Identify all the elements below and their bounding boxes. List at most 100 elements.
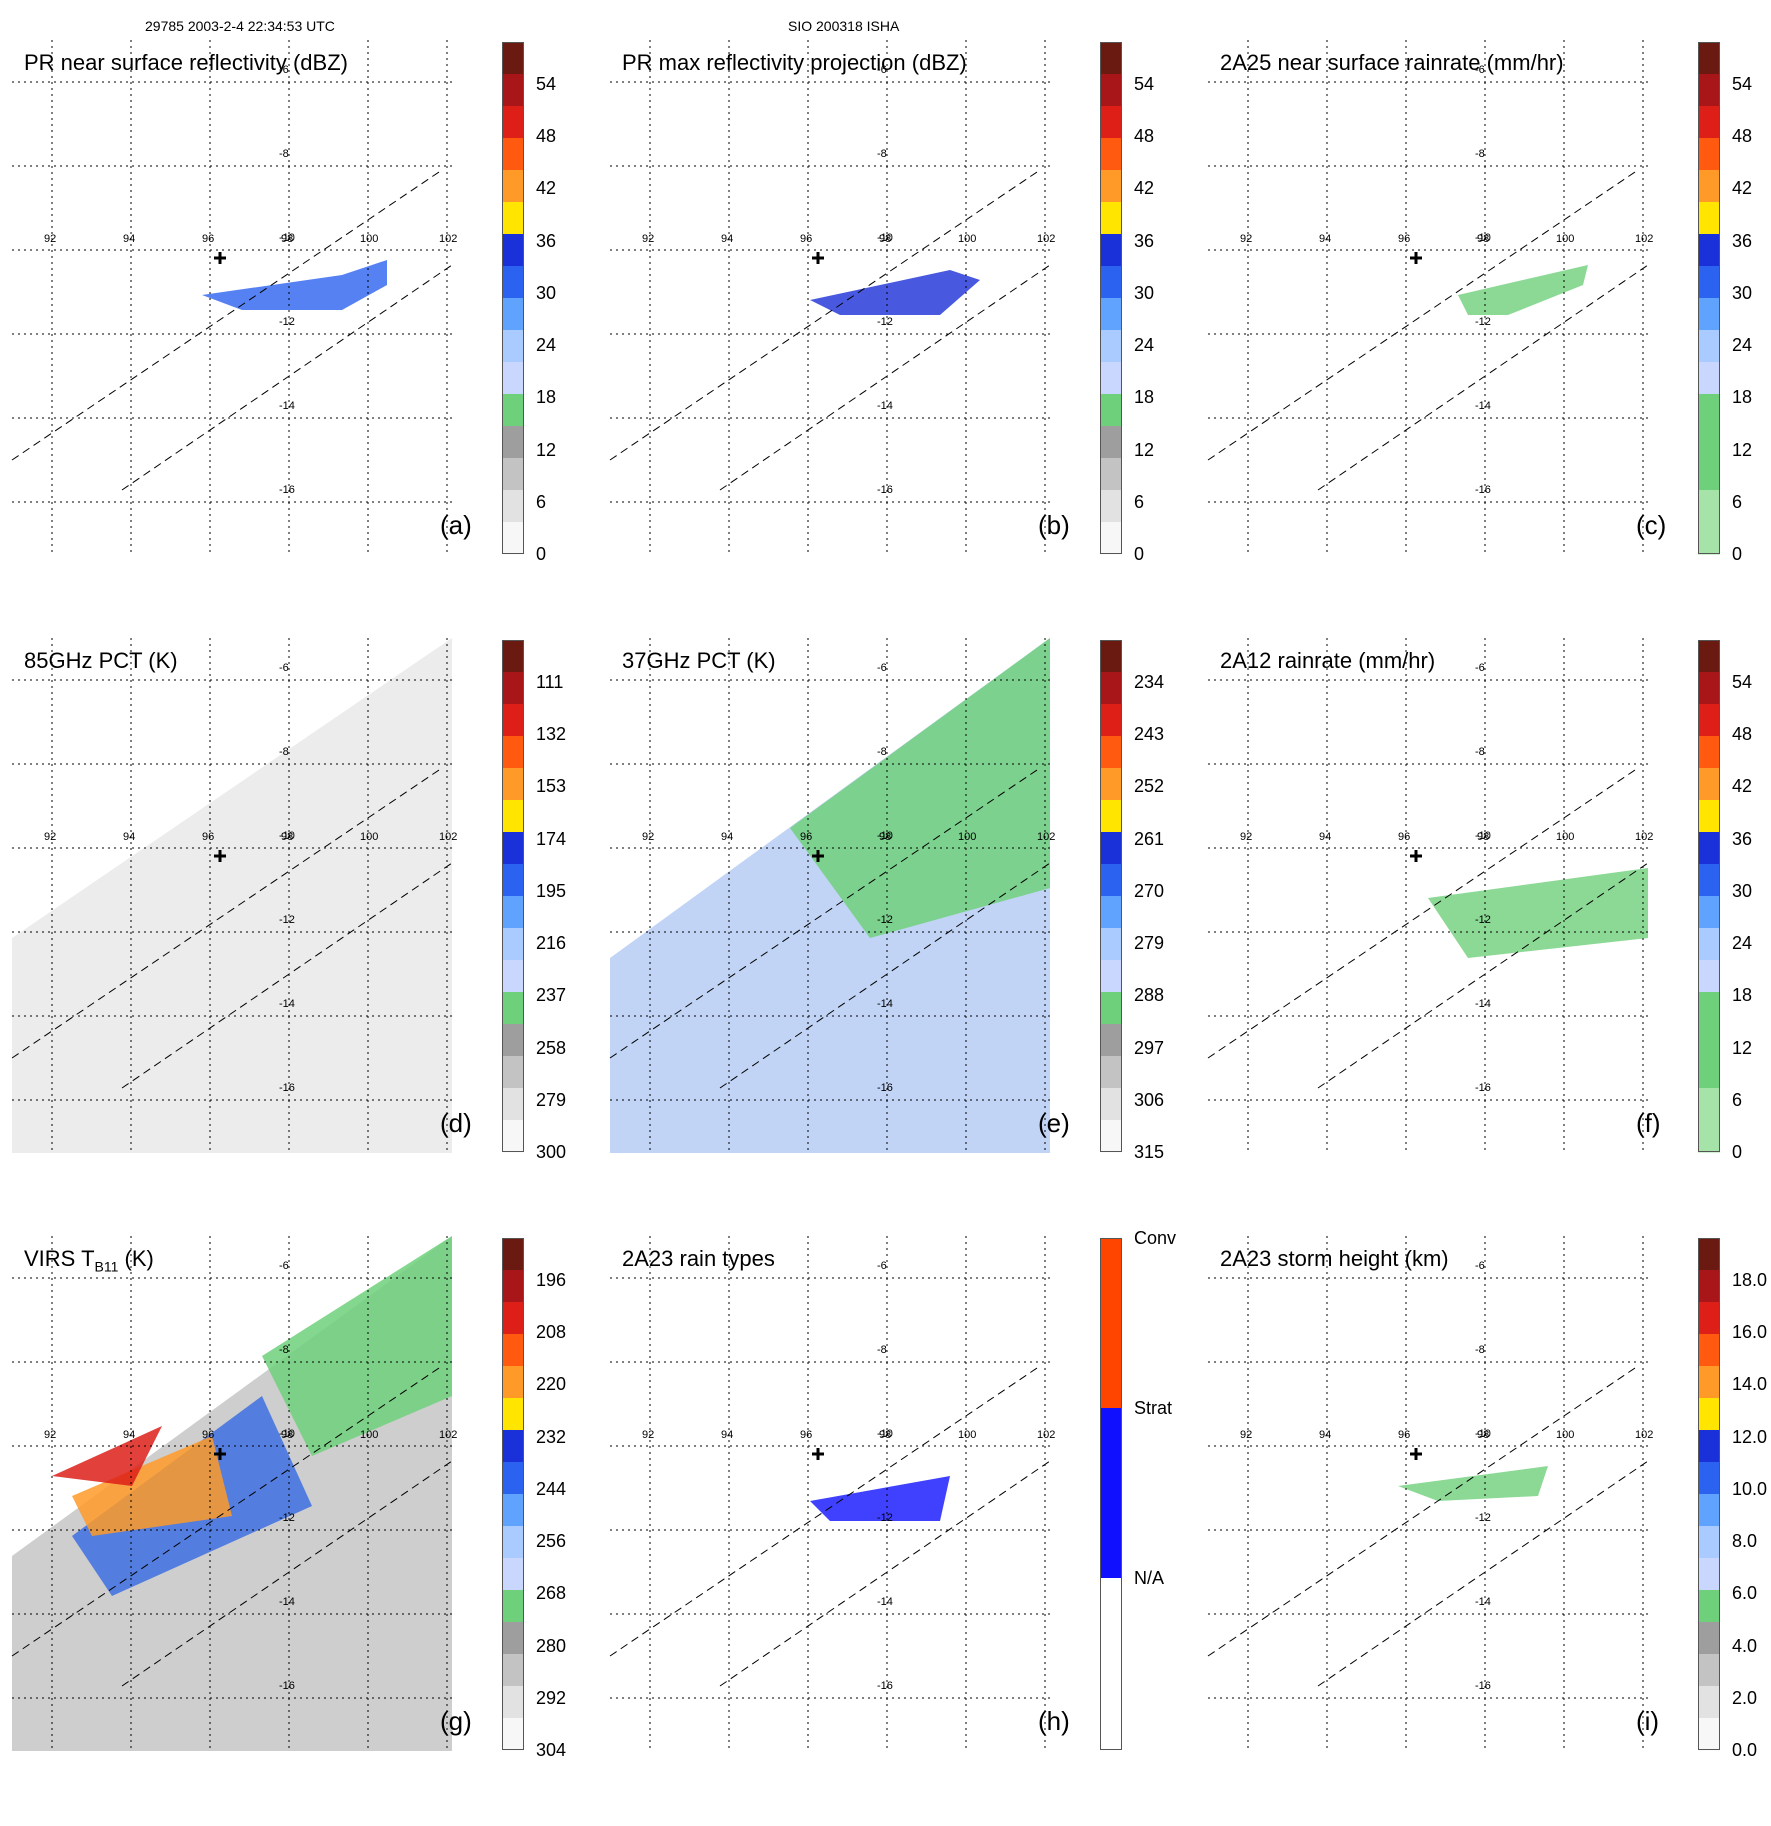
colorbar-segment bbox=[1100, 1024, 1122, 1057]
colorbar-tick: 288 bbox=[1134, 985, 1165, 1006]
colorbar-tick: 18.0 bbox=[1732, 1270, 1768, 1290]
lon-label: 96 bbox=[202, 831, 215, 843]
colorbar-segment bbox=[502, 522, 524, 555]
colorbar-b bbox=[1100, 42, 1122, 555]
colorbar-segment bbox=[502, 1398, 524, 1431]
lat-label: -10 bbox=[877, 1428, 893, 1440]
colorbar-segment bbox=[502, 896, 524, 929]
lon-label: 100 bbox=[1556, 233, 1575, 245]
colorbar-segment bbox=[1100, 42, 1122, 75]
panel-title-h: 2A23 rain types bbox=[622, 1246, 775, 1272]
lat-label: -8 bbox=[877, 746, 887, 758]
panel-g: 92 94 96 98 100 102 -6 -8 -10 -12 -14 -16 VIRS TB11 … bbox=[0, 1236, 590, 1826]
map-e bbox=[609, 638, 1051, 1153]
colorbar-segment bbox=[1698, 800, 1720, 833]
colorbar-segment bbox=[1698, 1024, 1720, 1057]
colorbar-segment bbox=[1698, 896, 1720, 929]
colorbar-segment bbox=[502, 1088, 524, 1121]
colorbar-segment bbox=[1100, 138, 1122, 171]
colorbar-segment bbox=[1698, 992, 1720, 1025]
lon-label: 98 bbox=[879, 1429, 892, 1441]
colorbar-tick: 6.0 bbox=[1732, 1583, 1758, 1604]
colorbar-tick: 6 bbox=[1732, 1089, 1743, 1110]
colorbar-segment bbox=[1698, 490, 1720, 523]
colorbar-tick: 48 bbox=[536, 126, 557, 147]
lon-label: 98 bbox=[281, 233, 294, 245]
title-text: 2A23 rain types bbox=[622, 1246, 775, 1271]
colorbar-tick: 132 bbox=[536, 724, 567, 745]
lon-label: 92 bbox=[1240, 233, 1253, 245]
colorbar-segment bbox=[1100, 1088, 1122, 1121]
colorbar-segment bbox=[1100, 992, 1122, 1025]
panel-label-f: (f) bbox=[1636, 1108, 1661, 1138]
lat-label: -10 bbox=[279, 232, 295, 244]
lon-label: 102 bbox=[439, 233, 458, 245]
colorbar-tick: N/A bbox=[1134, 1568, 1165, 1588]
colorbar-segment bbox=[502, 1622, 524, 1655]
lon-label: 98 bbox=[281, 1429, 294, 1441]
lat-label: -6 bbox=[1475, 662, 1485, 674]
colorbar-tick: 195 bbox=[536, 880, 567, 901]
lat-label: -12 bbox=[877, 316, 893, 328]
lon-label: 100 bbox=[360, 233, 379, 245]
swath-edges-e bbox=[609, 767, 1051, 1089]
panel-title-f: 2A12 rainrate (mm/hr) bbox=[1220, 648, 1435, 674]
colorbar-d bbox=[502, 640, 524, 1153]
colorbar-segment bbox=[502, 832, 524, 865]
lat-label: -6 bbox=[877, 64, 887, 76]
lon-label: 100 bbox=[360, 831, 379, 843]
lat-label: -14 bbox=[1475, 998, 1491, 1010]
colorbar-segment bbox=[1100, 736, 1122, 769]
colorbar-segment bbox=[1100, 832, 1122, 865]
colorbar-segment bbox=[502, 864, 524, 897]
colorbar-tick: 216 bbox=[536, 933, 567, 954]
colorbar-segment bbox=[1100, 1578, 1122, 1750]
lon-label: 96 bbox=[1398, 831, 1411, 843]
colorbar-tick: 244 bbox=[536, 1478, 567, 1499]
graticule-d bbox=[12, 638, 452, 1153]
storm-center-marker bbox=[214, 252, 226, 264]
colorbar-segment bbox=[1698, 266, 1720, 299]
colorbar-segment bbox=[1100, 960, 1122, 993]
colorbar-segment bbox=[1698, 1430, 1720, 1463]
colorbar-tick: 24 bbox=[1732, 335, 1753, 356]
colorbar-segment bbox=[1698, 1056, 1720, 1089]
lon-label: 92 bbox=[1240, 1429, 1253, 1441]
storm-center-marker bbox=[1410, 850, 1422, 862]
lon-label: 94 bbox=[123, 1429, 136, 1441]
storm-center-marker bbox=[812, 850, 824, 862]
colorbar-tick: 48 bbox=[1732, 724, 1753, 745]
field-region-g-3 bbox=[52, 1426, 162, 1486]
panel-title-d: 85GHz PCT (K) bbox=[24, 648, 178, 674]
rain-band-b bbox=[810, 270, 980, 315]
lon-label: 100 bbox=[1556, 1429, 1575, 1441]
colorbar-segment bbox=[1100, 864, 1122, 897]
colorbar-tick: 270 bbox=[1134, 880, 1165, 901]
colorbar-segment bbox=[1100, 362, 1122, 395]
lat-label: -10 bbox=[877, 830, 893, 842]
colorbar-segment bbox=[1698, 170, 1720, 203]
lat-label: -8 bbox=[1475, 1344, 1485, 1356]
colorbar-tick: 54 bbox=[536, 74, 557, 94]
colorbar-tick: 24 bbox=[536, 335, 557, 356]
lon-label: 92 bbox=[1240, 831, 1253, 843]
colorbar-segment bbox=[502, 1024, 524, 1057]
colorbar-tick: 111 bbox=[536, 672, 564, 692]
rain-band-i bbox=[1398, 1466, 1548, 1501]
swath-edges-h bbox=[609, 1365, 1051, 1687]
lon-label: 94 bbox=[721, 233, 734, 245]
lat-label: -6 bbox=[279, 64, 289, 76]
colorbar-segment bbox=[502, 74, 524, 107]
colorbar-segment bbox=[502, 1718, 524, 1751]
colorbar-tick: 304 bbox=[536, 1740, 567, 1760]
colorbar-segment bbox=[1100, 704, 1122, 737]
colorbar-segment bbox=[1100, 672, 1122, 705]
colorbar-tick: 252 bbox=[1134, 776, 1165, 797]
colorbar-segment bbox=[1698, 832, 1720, 865]
colorbar-segment bbox=[502, 362, 524, 395]
colorbar-segment bbox=[502, 1590, 524, 1623]
panel-label-d: (d) bbox=[440, 1108, 472, 1138]
map-b bbox=[609, 40, 1051, 555]
lat-label: -16 bbox=[877, 484, 893, 496]
panel-label-c: (c) bbox=[1636, 510, 1667, 540]
